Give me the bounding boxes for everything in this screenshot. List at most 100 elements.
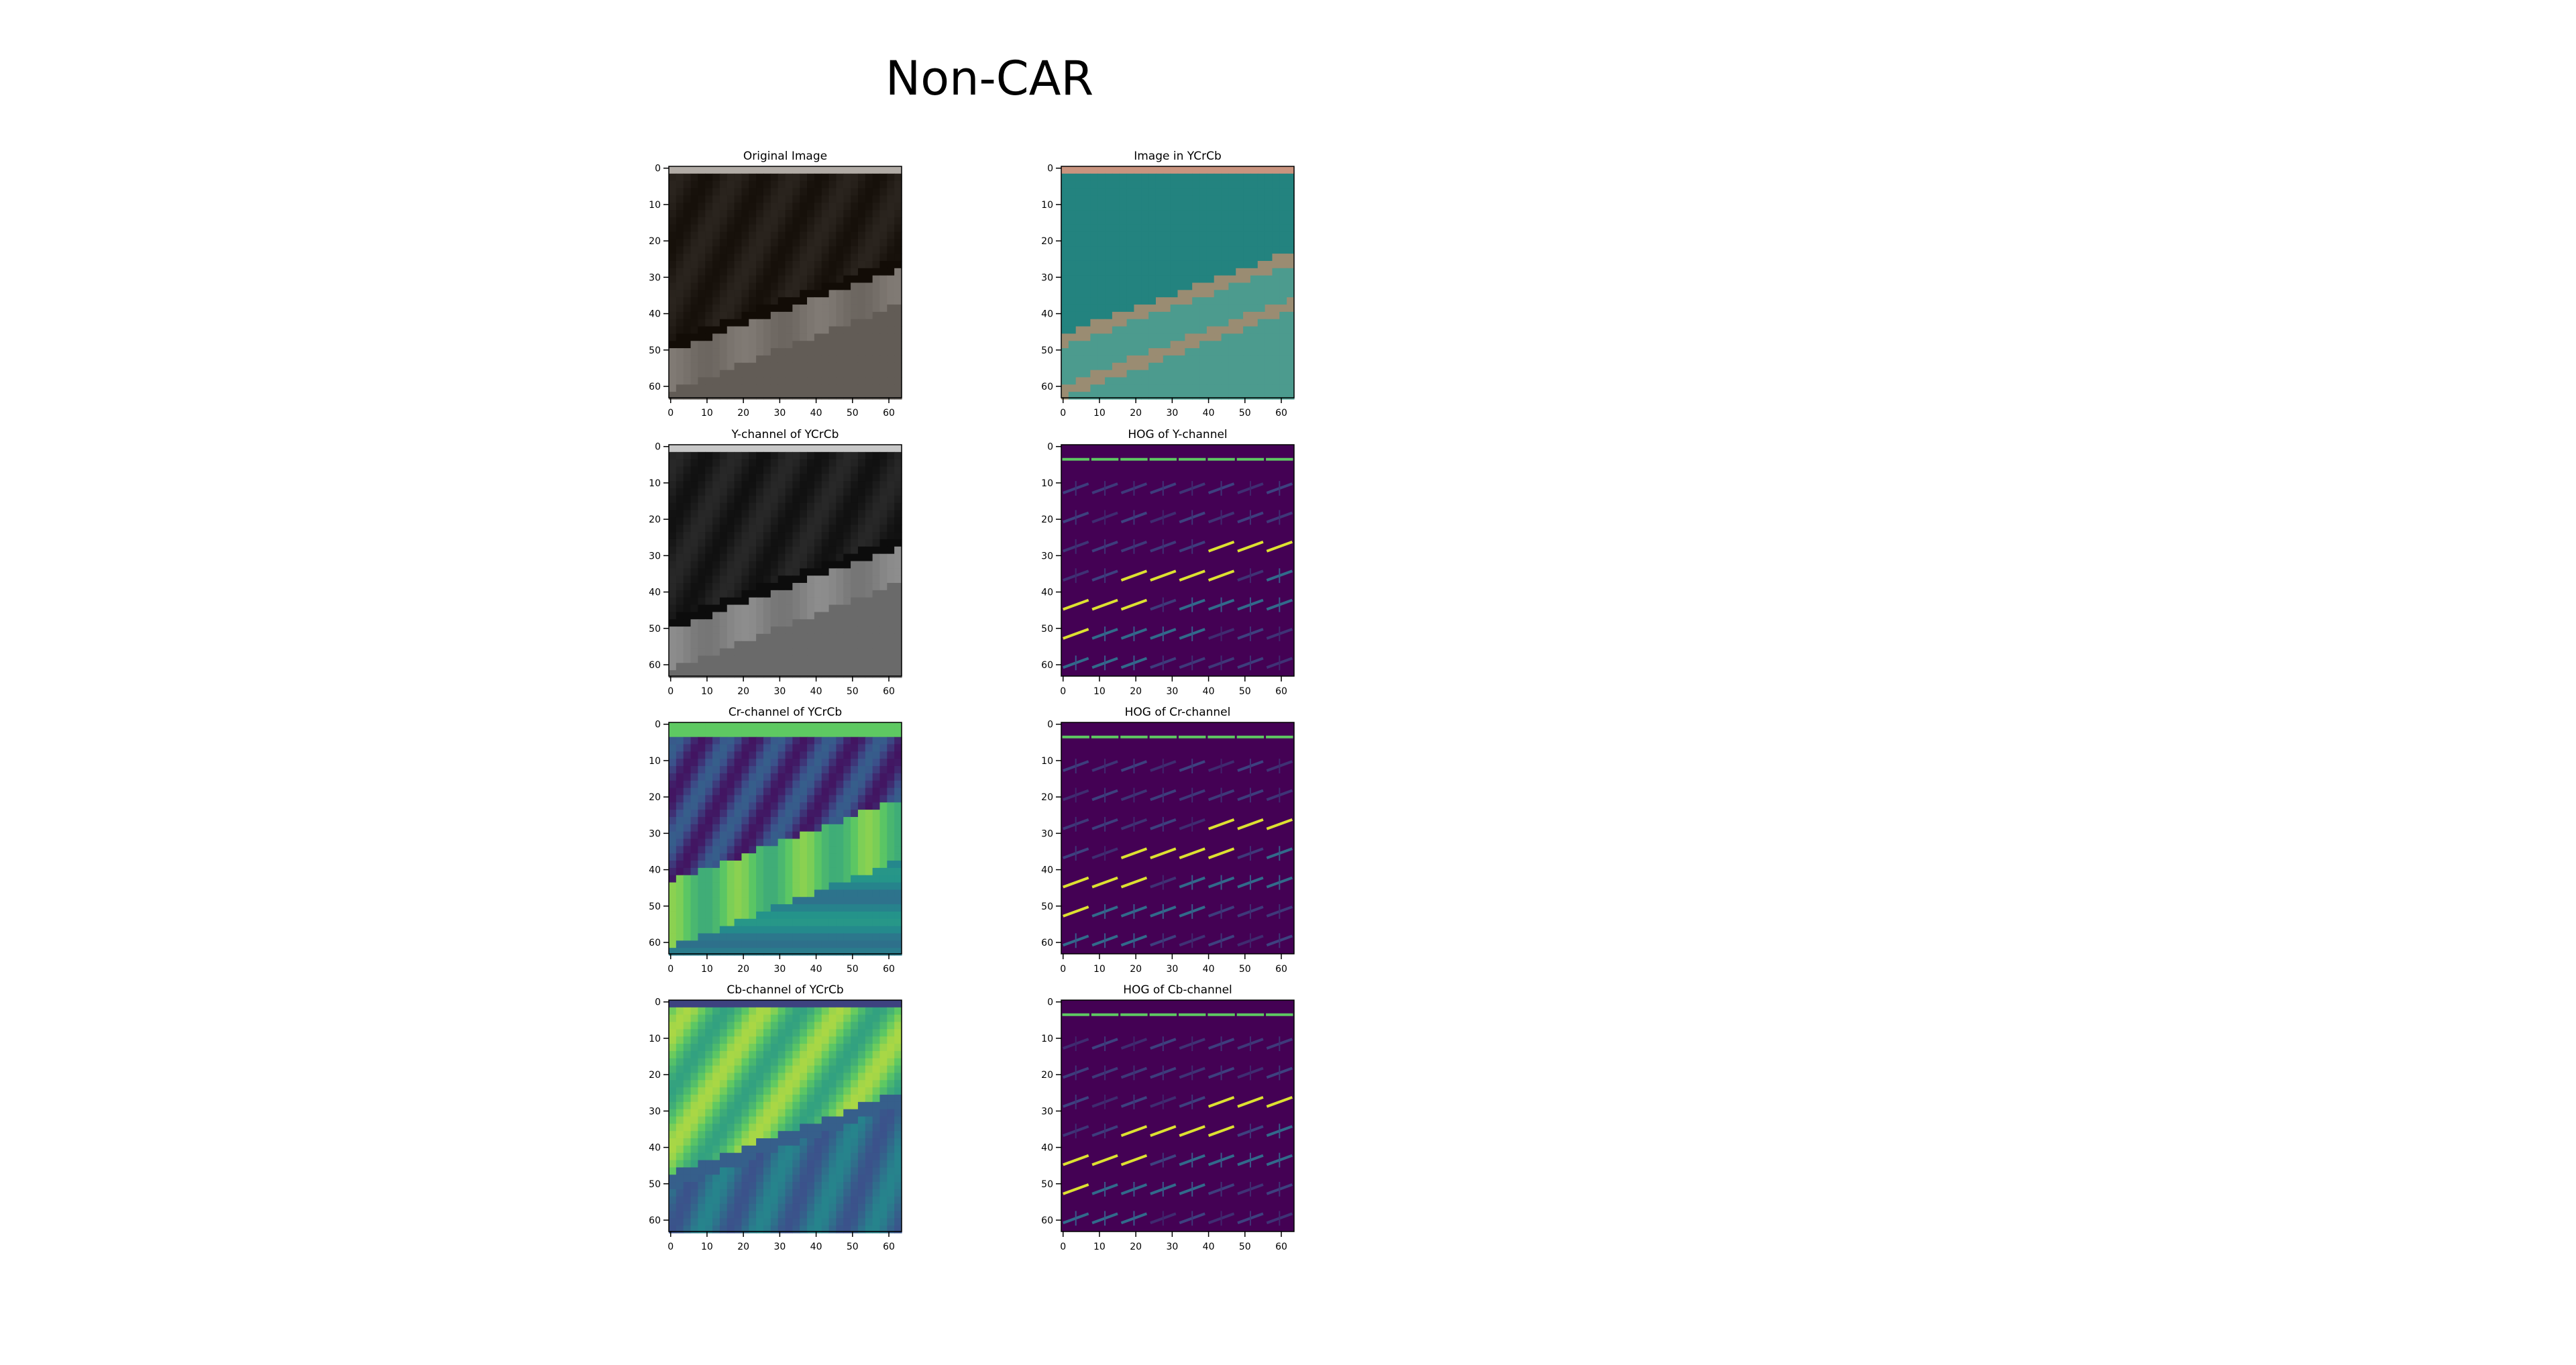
image-pixel	[836, 1036, 844, 1044]
image-pixel	[690, 867, 698, 876]
image-pixel	[1257, 224, 1266, 233]
image-pixel	[777, 882, 786, 891]
image-pixel	[836, 875, 844, 883]
image-pixel	[669, 362, 677, 371]
image-pixel	[770, 816, 779, 825]
image-pixel	[1097, 370, 1106, 378]
hog-gradient-stroke	[1150, 569, 1177, 582]
image-pixel	[872, 824, 881, 832]
image-pixel	[727, 1073, 735, 1081]
image-pixel	[1250, 260, 1258, 269]
image-pixel	[807, 1080, 815, 1088]
image-pixel	[894, 341, 902, 349]
image-pixel	[777, 1007, 786, 1016]
image-pixel	[749, 722, 757, 730]
image-pixel	[1105, 188, 1113, 196]
image-pixel	[1170, 384, 1179, 392]
image-pixel	[777, 1058, 786, 1067]
image-pixel	[879, 355, 888, 364]
image-pixel	[872, 1101, 881, 1110]
image-pixel	[719, 729, 728, 738]
image-pixel	[1068, 260, 1077, 269]
image-pixel	[785, 861, 793, 869]
image-pixel	[872, 875, 881, 883]
image-pixel	[683, 1101, 692, 1110]
image-pixel	[821, 392, 830, 400]
image-pixel	[1221, 166, 1230, 174]
image-pixel	[894, 1065, 902, 1074]
image-pixel	[777, 246, 786, 254]
image-pixel	[851, 867, 859, 876]
image-pixel	[836, 568, 844, 576]
image-pixel	[690, 260, 698, 269]
image-pixel	[719, 875, 728, 883]
image-pixel	[741, 940, 749, 948]
image-pixel	[792, 736, 800, 745]
image-pixel	[828, 341, 837, 349]
image-pixel	[1257, 392, 1266, 400]
image-pixel	[763, 787, 771, 796]
image-pixel	[807, 1073, 815, 1081]
image-pixel	[887, 853, 895, 861]
image-pixel	[719, 377, 728, 385]
image-pixel	[836, 311, 844, 320]
image-pixel	[676, 802, 684, 810]
image-pixel	[865, 297, 873, 305]
image-pixel	[727, 311, 735, 320]
image-pixel	[821, 254, 830, 262]
image-pixel	[851, 846, 859, 854]
image-pixel	[1112, 348, 1120, 356]
image-pixel	[777, 1044, 786, 1052]
image-pixel	[879, 729, 888, 738]
image-pixel	[712, 348, 720, 356]
y-tick-label: 0	[655, 442, 661, 453]
image-pixel	[872, 466, 881, 474]
x-tick-label: 60	[883, 408, 895, 419]
image-pixel	[1061, 268, 1069, 276]
image-pixel	[785, 495, 793, 504]
image-pixel	[1097, 326, 1106, 335]
image-pixel	[756, 173, 764, 182]
image-pixel	[800, 861, 808, 869]
image-pixel	[887, 926, 895, 934]
image-pixel	[676, 362, 684, 371]
image-pixel	[1287, 392, 1295, 400]
image-pixel	[1221, 370, 1230, 378]
image-pixel	[865, 583, 873, 591]
image-pixel	[763, 1007, 771, 1016]
image-pixel	[1090, 217, 1098, 225]
image-pixel	[1221, 188, 1230, 196]
image-pixel	[800, 744, 808, 752]
image-pixel	[756, 525, 764, 533]
image-pixel	[690, 759, 698, 767]
image-pixel	[734, 583, 743, 591]
image-pixel	[1243, 370, 1251, 378]
axes-frame	[668, 444, 902, 677]
image-pixel	[865, 546, 873, 555]
image-pixel	[828, 254, 837, 262]
image-pixel	[756, 824, 764, 832]
image-pixel	[879, 663, 888, 671]
image-pixel	[857, 341, 866, 349]
image-pixel	[1061, 224, 1069, 233]
image-pixel	[887, 348, 895, 356]
image-pixel	[741, 751, 749, 759]
image-pixel	[857, 305, 866, 313]
image-pixel	[741, 722, 749, 730]
image-pixel	[843, 802, 851, 810]
image-pixel	[756, 1022, 764, 1030]
image-pixel	[763, 532, 771, 540]
image-pixel	[814, 655, 822, 663]
image-pixel	[872, 1050, 881, 1059]
y-tick-label: 60	[1041, 382, 1053, 392]
image-pixel	[843, 311, 851, 320]
image-pixel	[800, 173, 808, 182]
image-pixel	[887, 670, 895, 678]
image-pixel	[1250, 173, 1258, 182]
image-pixel	[785, 824, 793, 832]
image-pixel	[763, 1036, 771, 1044]
image-pixel	[1287, 217, 1295, 225]
image-pixel	[734, 670, 743, 678]
x-tick-label: 0	[667, 964, 674, 975]
image-pixel	[712, 1094, 720, 1103]
